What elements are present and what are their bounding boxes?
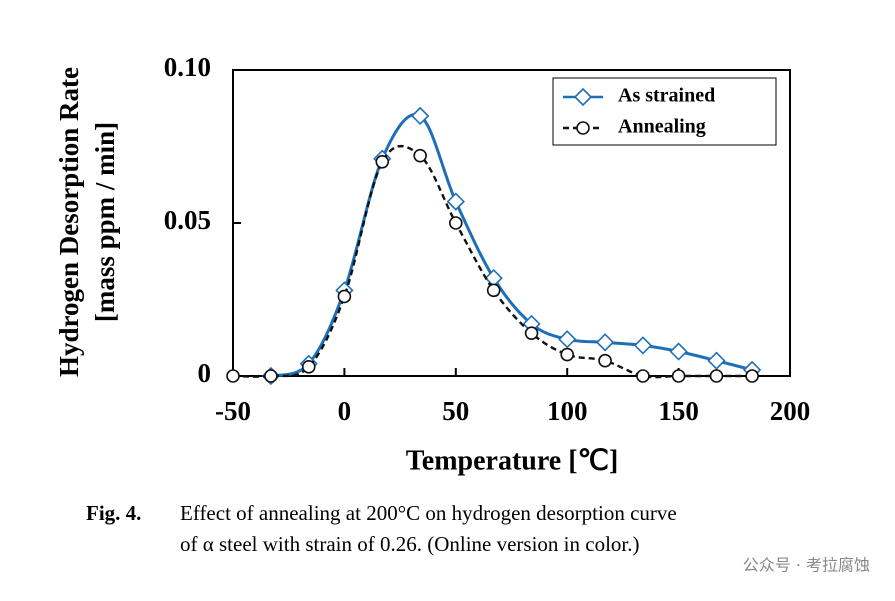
data-point (264, 369, 278, 383)
legend-box (552, 77, 777, 146)
data-point (598, 353, 612, 368)
data-point (707, 351, 726, 370)
data-point (524, 326, 539, 340)
series-line (232, 144, 753, 379)
caption-line: Effect of annealing at 200°C on hydrogen… (180, 501, 677, 525)
watermark: 公众号 · 考拉腐蚀 (743, 556, 870, 575)
data-point (671, 369, 686, 383)
data-point (301, 360, 316, 374)
data-point (745, 369, 759, 383)
data-point (413, 148, 427, 163)
caption-line: of α steel with strain of 0.26. (Online … (180, 532, 640, 556)
data-point (560, 347, 575, 362)
y-tick-label: 0 (198, 358, 212, 388)
legend-marker (573, 87, 593, 107)
data-point (636, 369, 650, 383)
x-axis-title: Temperature [℃] (406, 445, 619, 476)
data-point (486, 283, 501, 298)
x-tick-label: -50 (215, 396, 251, 426)
x-tick-label: 50 (442, 396, 469, 426)
caption-label: Fig. 4. (86, 501, 141, 525)
data-point (337, 289, 352, 304)
y-axis-title-line: Hydrogen Desorption Rate (54, 67, 84, 377)
data-point (633, 336, 653, 355)
legend-label: As strained (618, 85, 715, 107)
data-point (226, 369, 240, 383)
x-tick-label: 100 (547, 396, 588, 426)
data-point (709, 369, 724, 383)
x-tick-label: 0 (338, 396, 352, 426)
data-point (669, 342, 688, 361)
legend-marker (576, 121, 590, 135)
x-tick-label: 150 (658, 396, 699, 426)
y-axis-title-line: [mass ppm / min] (90, 122, 120, 322)
data-point (558, 330, 577, 349)
y-tick-label: 0.05 (164, 205, 211, 235)
legend-label: Annealing (618, 116, 706, 138)
data-point (595, 333, 615, 352)
series-line (270, 113, 753, 378)
data-point (375, 155, 390, 169)
data-point (446, 192, 465, 211)
y-tick-label: 0.10 (164, 52, 211, 82)
data-point (411, 106, 430, 126)
data-point (448, 216, 463, 230)
y-axis-title: Hydrogen Desorption Rate [mass ppm / min… (54, 67, 120, 377)
x-tick-label: 200 (770, 396, 811, 426)
